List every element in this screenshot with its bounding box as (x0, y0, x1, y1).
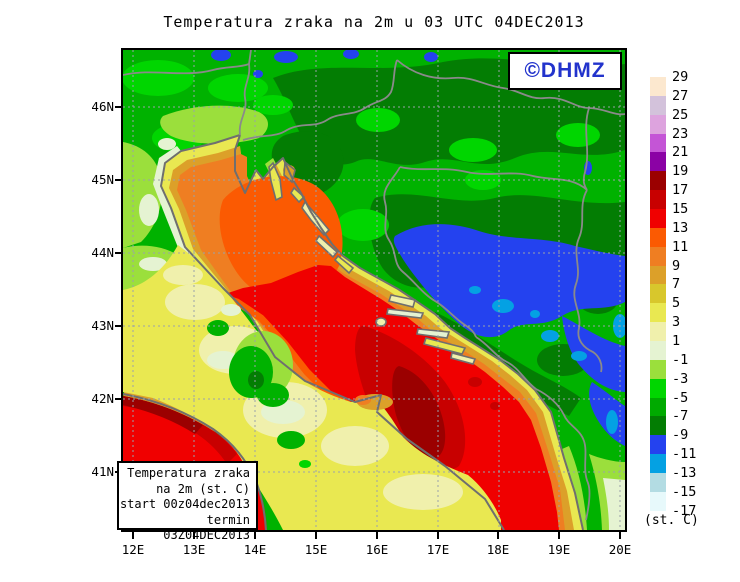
legend-boundary-label: -9 (672, 427, 689, 444)
legend-swatch (650, 190, 666, 210)
legend-swatch (650, 416, 666, 436)
legend-swatch (650, 397, 666, 417)
watermark-box: ©DHMZ (508, 52, 622, 90)
legend-boundary-label: 23 (672, 125, 689, 142)
info-line-level: na 2m (st. C) (156, 481, 250, 496)
italy-interior (123, 245, 501, 530)
legend-boundary-label: 17 (672, 182, 689, 199)
coastlines (123, 134, 584, 530)
lat-axis-label: 41N (91, 464, 114, 479)
lon-axis-label: 13E (182, 542, 206, 557)
legend-boundary-label: 7 (672, 276, 681, 293)
legend-swatch (650, 491, 666, 512)
legend-boundary-label: 3 (672, 314, 681, 331)
legend-swatch (650, 227, 666, 248)
info-line-termin: termin 03Z04DEC2013 (163, 512, 250, 543)
legend-swatch (650, 209, 666, 229)
legend-swatch (650, 133, 666, 153)
legend-boundary-label: 5 (672, 295, 681, 312)
lat-axis-tick (115, 252, 122, 254)
legend-swatch (650, 114, 666, 135)
legend-swatch (650, 95, 666, 116)
lat-axis-tick (115, 179, 122, 181)
lon-axis-tick (376, 532, 378, 539)
legend-boundary-label: -5 (672, 389, 689, 406)
lon-axis-tick (193, 532, 195, 539)
legend-boundary-label: 11 (672, 238, 689, 255)
legend-swatch (650, 454, 666, 474)
legend-swatch (650, 246, 666, 267)
lon-axis-label: 14E (243, 542, 267, 557)
legend-swatch (650, 473, 666, 493)
legend-boundary-label: 21 (672, 144, 689, 161)
legend-swatch (650, 303, 666, 323)
legend-swatch (650, 171, 666, 191)
lon-axis-label: 16E (365, 542, 389, 557)
lon-axis-tick (619, 532, 621, 539)
lon-axis-label: 19E (547, 542, 571, 557)
legend-boundary-label: 15 (672, 201, 689, 218)
legend-swatch (650, 77, 666, 97)
legend-boundary-label: 13 (672, 219, 689, 236)
legend-swatch (650, 435, 666, 455)
grid-lines (123, 50, 625, 530)
lon-axis-label: 15E (304, 542, 328, 557)
legend-boundary-label: 19 (672, 163, 689, 180)
lon-axis-tick (497, 532, 499, 539)
legend-boundary-label: -15 (672, 483, 697, 500)
legend-swatch (650, 152, 666, 172)
lon-axis-tick (132, 532, 134, 539)
page-title: Temperatura zraka na 2m u 03 UTC 04DEC20… (163, 13, 585, 31)
lat-axis-label: 43N (91, 318, 114, 333)
legend-boundary-label: -7 (672, 408, 689, 425)
lon-axis-tick (315, 532, 317, 539)
legend-swatch (650, 378, 666, 399)
info-line-start: start 00z04dec2013 (119, 497, 250, 511)
legend-boundary-label: 29 (672, 69, 689, 85)
lat-axis-label: 45N (91, 172, 114, 187)
legend-boundary-label: -1 (672, 351, 689, 368)
lon-axis-tick (437, 532, 439, 539)
legend-boundary-label: 1 (672, 333, 681, 350)
lon-axis-label: 12E (121, 542, 145, 557)
dhmz-logo-text: ©DHMZ (524, 59, 606, 82)
lat-axis-tick (115, 325, 122, 327)
lon-axis-tick (254, 532, 256, 539)
lon-axis-tick (558, 532, 560, 539)
lon-axis-label: 17E (426, 542, 450, 557)
lat-axis-label: 44N (91, 245, 114, 260)
lat-axis-tick (115, 398, 122, 400)
lat-axis-tick (115, 106, 122, 108)
lon-axis-label: 20E (608, 542, 632, 557)
lat-axis-label: 42N (91, 391, 114, 406)
legend-unit-label: (st. C) (644, 513, 699, 528)
legend-swatch (650, 284, 666, 304)
legend-swatch (650, 341, 666, 361)
legend-boundary-label: 27 (672, 87, 689, 104)
country-borders (123, 50, 625, 521)
lon-axis-label: 18E (486, 542, 510, 557)
info-line-variable: Temperatura zraka (127, 466, 250, 480)
legend-boundary-label: -3 (672, 370, 689, 387)
legend-swatch (650, 322, 666, 342)
legend-boundary-label: -13 (672, 465, 697, 482)
lat-axis-label: 46N (91, 99, 114, 114)
temperature-map (123, 50, 625, 530)
legend-boundary-label: 9 (672, 257, 681, 274)
legend-boundary-label: -17 (672, 502, 697, 519)
legend-boundary-label: 25 (672, 106, 689, 123)
legend-swatch (650, 265, 666, 285)
legend-swatch (650, 359, 666, 380)
legend-boundary-label: -11 (672, 446, 697, 463)
info-box: Temperatura zraka na 2m (st. C) start 00… (117, 461, 258, 542)
